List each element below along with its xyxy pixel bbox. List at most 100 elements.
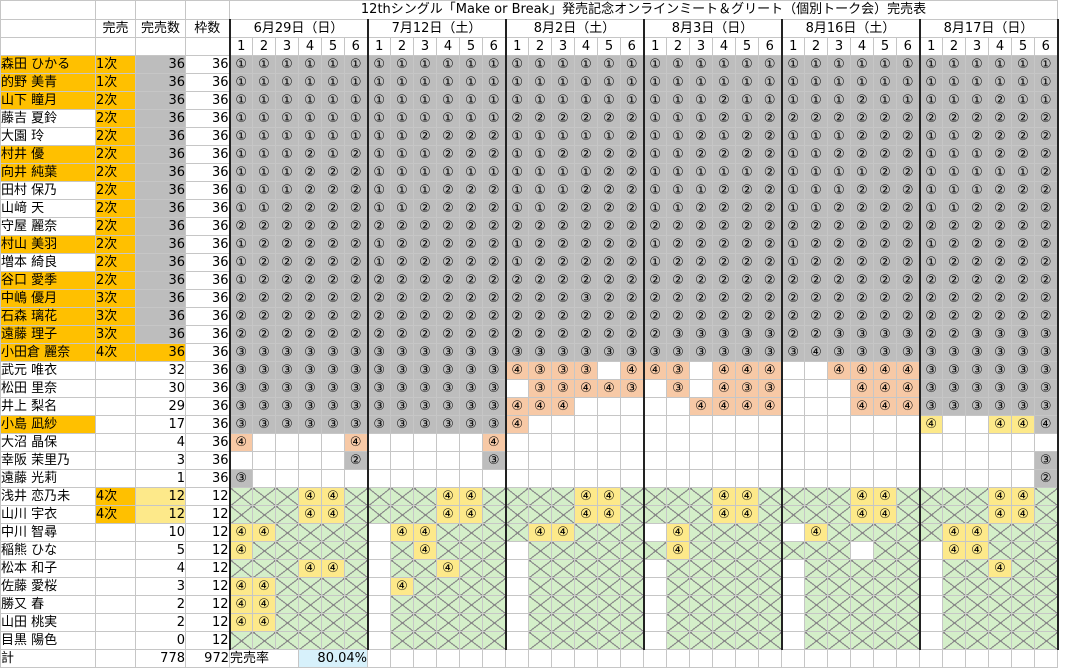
slot-cell[interactable]: ① [504, 145, 529, 164]
slot-cell[interactable]: ② [965, 307, 989, 326]
capacity-count[interactable]: 36 [185, 343, 230, 362]
sold-count[interactable]: 1 [135, 469, 186, 488]
slot-cell[interactable] [366, 631, 391, 650]
slot-cell[interactable] [504, 559, 529, 578]
slot-cell[interactable] [482, 631, 507, 650]
slot-cell[interactable]: ② [850, 253, 874, 272]
slot-cell[interactable]: ① [689, 55, 713, 74]
slot-cell[interactable]: ③ [298, 397, 322, 416]
blank-cell[interactable] [413, 649, 437, 668]
slot-cell[interactable]: ② [1034, 271, 1059, 290]
slot-cell[interactable] [436, 541, 460, 560]
slot-cell[interactable] [780, 559, 805, 578]
slot-cell[interactable]: ② [965, 253, 989, 272]
slot-cell[interactable]: ② [1034, 181, 1059, 200]
slot-cell[interactable]: ④ [850, 397, 874, 416]
slot-cell[interactable]: ① [413, 91, 437, 110]
slot-cell[interactable]: ④ [827, 361, 851, 380]
slot-cell[interactable] [804, 631, 828, 650]
slot-cell[interactable]: ① [942, 55, 966, 74]
slot-cell[interactable] [735, 577, 759, 596]
slot-cell[interactable]: ① [298, 109, 322, 128]
slot-cell[interactable]: ① [827, 91, 851, 110]
slot-cell[interactable] [228, 451, 253, 470]
slot-cell[interactable] [712, 559, 736, 578]
slot-cell[interactable]: ① [528, 145, 552, 164]
slot-cell[interactable]: ① [390, 163, 414, 182]
slot-cell[interactable] [827, 505, 851, 524]
slot-cell[interactable]: ② [436, 217, 460, 236]
slot-cell[interactable]: ② [574, 199, 598, 218]
capacity-count[interactable]: 36 [185, 415, 230, 434]
slot-cell[interactable]: ② [780, 307, 805, 326]
slot-cell[interactable]: ① [413, 181, 437, 200]
slot-cell[interactable]: ② [804, 271, 828, 290]
slot-cell[interactable]: ① [228, 199, 253, 218]
slot-cell[interactable]: ③ [482, 343, 507, 362]
slot-cell[interactable]: ② [252, 325, 276, 344]
slot-cell[interactable]: ③ [344, 397, 369, 416]
slot-cell[interactable] [850, 433, 874, 452]
slot-cell[interactable]: ② [275, 307, 299, 326]
slot-cell[interactable] [712, 415, 736, 434]
capacity-count[interactable]: 36 [185, 217, 230, 236]
slot-cell[interactable]: ② [873, 235, 897, 254]
slot-cell[interactable]: ① [228, 91, 253, 110]
sellout-status[interactable] [95, 415, 136, 434]
slot-cell[interactable] [390, 613, 414, 632]
member-name[interactable]: 小島 凪紗 [0, 415, 96, 434]
member-name[interactable]: 小田倉 麗奈 [0, 343, 96, 362]
capacity-count[interactable]: 12 [185, 523, 230, 542]
slot-cell[interactable]: ① [965, 163, 989, 182]
slot-cell[interactable] [459, 595, 483, 614]
slot-cell[interactable]: ① [918, 73, 943, 92]
slot-cell[interactable]: ③ [780, 343, 805, 362]
slot-cell[interactable]: ② [482, 217, 507, 236]
slot-cell[interactable]: ② [780, 271, 805, 290]
slot-cell[interactable]: ③ [459, 415, 483, 434]
slot-cell[interactable]: ② [504, 307, 529, 326]
slot-cell[interactable]: ② [827, 145, 851, 164]
slot-cell[interactable]: ③ [413, 361, 437, 380]
capacity-count[interactable]: 36 [185, 73, 230, 92]
blank-cell[interactable] [574, 649, 598, 668]
slot-cell[interactable]: ② [1011, 253, 1035, 272]
slot-cell[interactable] [735, 613, 759, 632]
slot-cell[interactable] [850, 559, 874, 578]
sold-count[interactable]: 2 [135, 613, 186, 632]
slot-cell[interactable]: ② [551, 235, 575, 254]
slot-cell[interactable] [804, 595, 828, 614]
slot-cell[interactable]: ② [459, 199, 483, 218]
slot-cell[interactable] [275, 523, 299, 542]
slot-cell[interactable]: ③ [988, 361, 1012, 380]
slot-cell[interactable] [504, 469, 529, 488]
slot-cell[interactable] [252, 541, 276, 560]
slot-cell[interactable] [827, 469, 851, 488]
slot-cell[interactable]: ② [366, 217, 391, 236]
slot-cell[interactable] [827, 559, 851, 578]
slot-cell[interactable]: ③ [827, 325, 851, 344]
slot-cell[interactable]: ③ [642, 343, 667, 362]
slot-cell[interactable] [366, 451, 391, 470]
slot-cell[interactable]: ② [965, 109, 989, 128]
slot-cell[interactable] [413, 469, 437, 488]
slot-cell[interactable] [735, 559, 759, 578]
slot-cell[interactable]: ② [804, 109, 828, 128]
slot-cell[interactable] [689, 559, 713, 578]
slot-cell[interactable]: ② [459, 217, 483, 236]
slot-cell[interactable]: ④ [804, 343, 828, 362]
slot-cell[interactable]: ① [780, 253, 805, 272]
slot-cell[interactable]: ① [620, 73, 645, 92]
slot-cell[interactable]: ③ [321, 379, 345, 398]
slot-cell[interactable]: ① [252, 163, 276, 182]
blank-cell[interactable] [965, 649, 989, 668]
slot-cell[interactable]: ② [804, 289, 828, 308]
slot-cell[interactable] [1034, 433, 1059, 452]
slot-cell[interactable] [1034, 577, 1059, 596]
slot-cell[interactable]: ② [482, 127, 507, 146]
slot-cell[interactable]: ① [965, 145, 989, 164]
slot-cell[interactable] [896, 631, 921, 650]
member-name[interactable]: 稲熊 ひな [0, 541, 96, 560]
slot-cell[interactable]: ③ [1011, 325, 1035, 344]
slot-cell[interactable] [436, 469, 460, 488]
